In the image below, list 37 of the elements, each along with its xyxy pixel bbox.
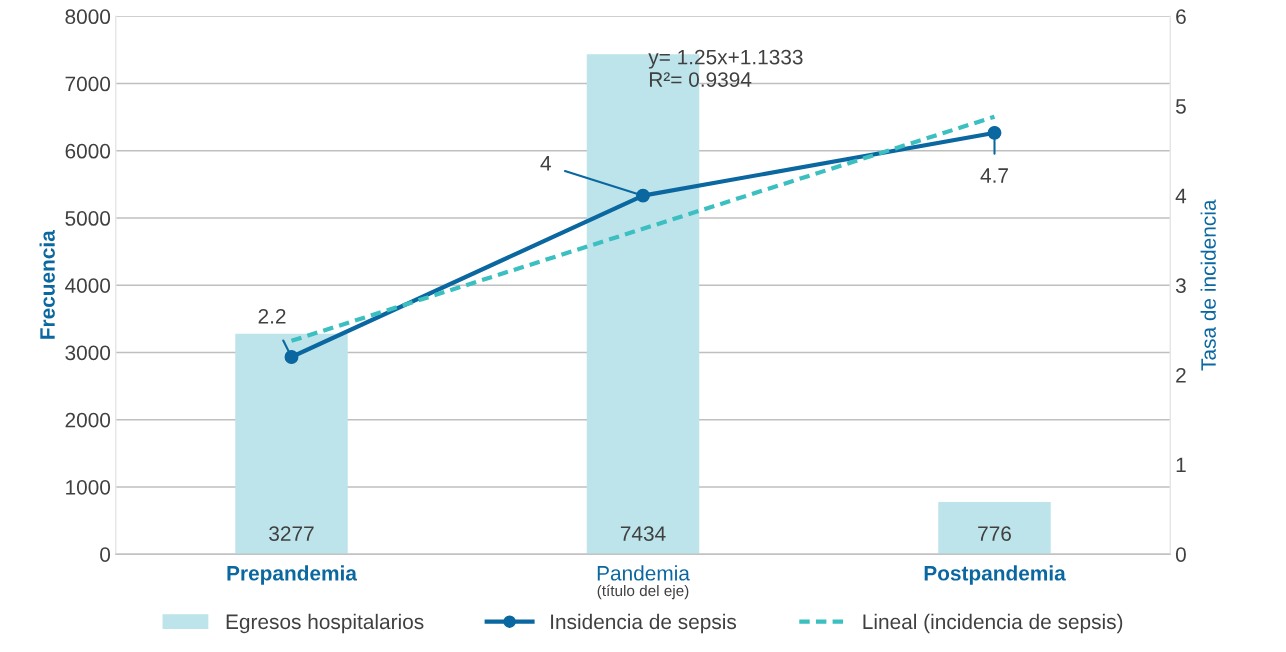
y-tick-label: 7000 — [65, 76, 111, 92]
x-tick-label: Pandemia — [597, 565, 690, 581]
bar — [235, 333, 348, 555]
data-label: 2.2 — [258, 308, 286, 324]
bar — [938, 502, 1051, 555]
y-tick-label: 2000 — [65, 412, 111, 428]
point — [284, 350, 299, 364]
x-axis-title: (título del eje) — [597, 584, 689, 600]
annotation: y= 1.25x+1.1333 R²= 0.9394 — [648, 49, 803, 87]
x-tick-label: Prepandemia — [227, 565, 358, 585]
data-label: 7434 — [620, 526, 666, 541]
y2-tick-label: 2 — [1176, 367, 1186, 383]
data-label: 4.7 — [980, 168, 1008, 183]
y2-axis-title: Tasa de incidencia — [1200, 199, 1216, 371]
y2-tick-label: 6 — [1176, 9, 1186, 25]
y-tick-label: 4000 — [65, 278, 111, 293]
x-tick-label: Postpandemia — [924, 565, 1066, 585]
legend-label: Egresos hospitalarios — [226, 613, 424, 634]
y2-tick-label: 1 — [1176, 457, 1186, 473]
legend-label: Lineal (incidencia de sepsis) — [863, 613, 1123, 634]
y2-tick-label: 0 — [1175, 547, 1186, 562]
data-label: 776 — [978, 526, 1011, 541]
y-tick-label: 3000 — [65, 345, 111, 361]
legend-label: Insidencia de sepsis — [551, 613, 737, 634]
y-tick-label: 1000 — [66, 479, 111, 495]
point — [636, 188, 650, 203]
y2-tick-label: 3 — [1175, 278, 1186, 293]
point — [987, 125, 1002, 140]
data-label: 3277 — [269, 526, 314, 541]
y-axis-title: Frecuencia — [39, 230, 55, 339]
y-tick-label: 0 — [100, 547, 111, 562]
y2-tick-label: 4 — [1175, 188, 1187, 204]
y-tick-label: 8000 — [65, 9, 111, 25]
y-tick-label: 5000 — [65, 211, 111, 226]
y2-tick-label: 5 — [1175, 99, 1186, 114]
data-label: 4 — [540, 156, 551, 171]
y-tick-label: 6000 — [65, 143, 111, 159]
